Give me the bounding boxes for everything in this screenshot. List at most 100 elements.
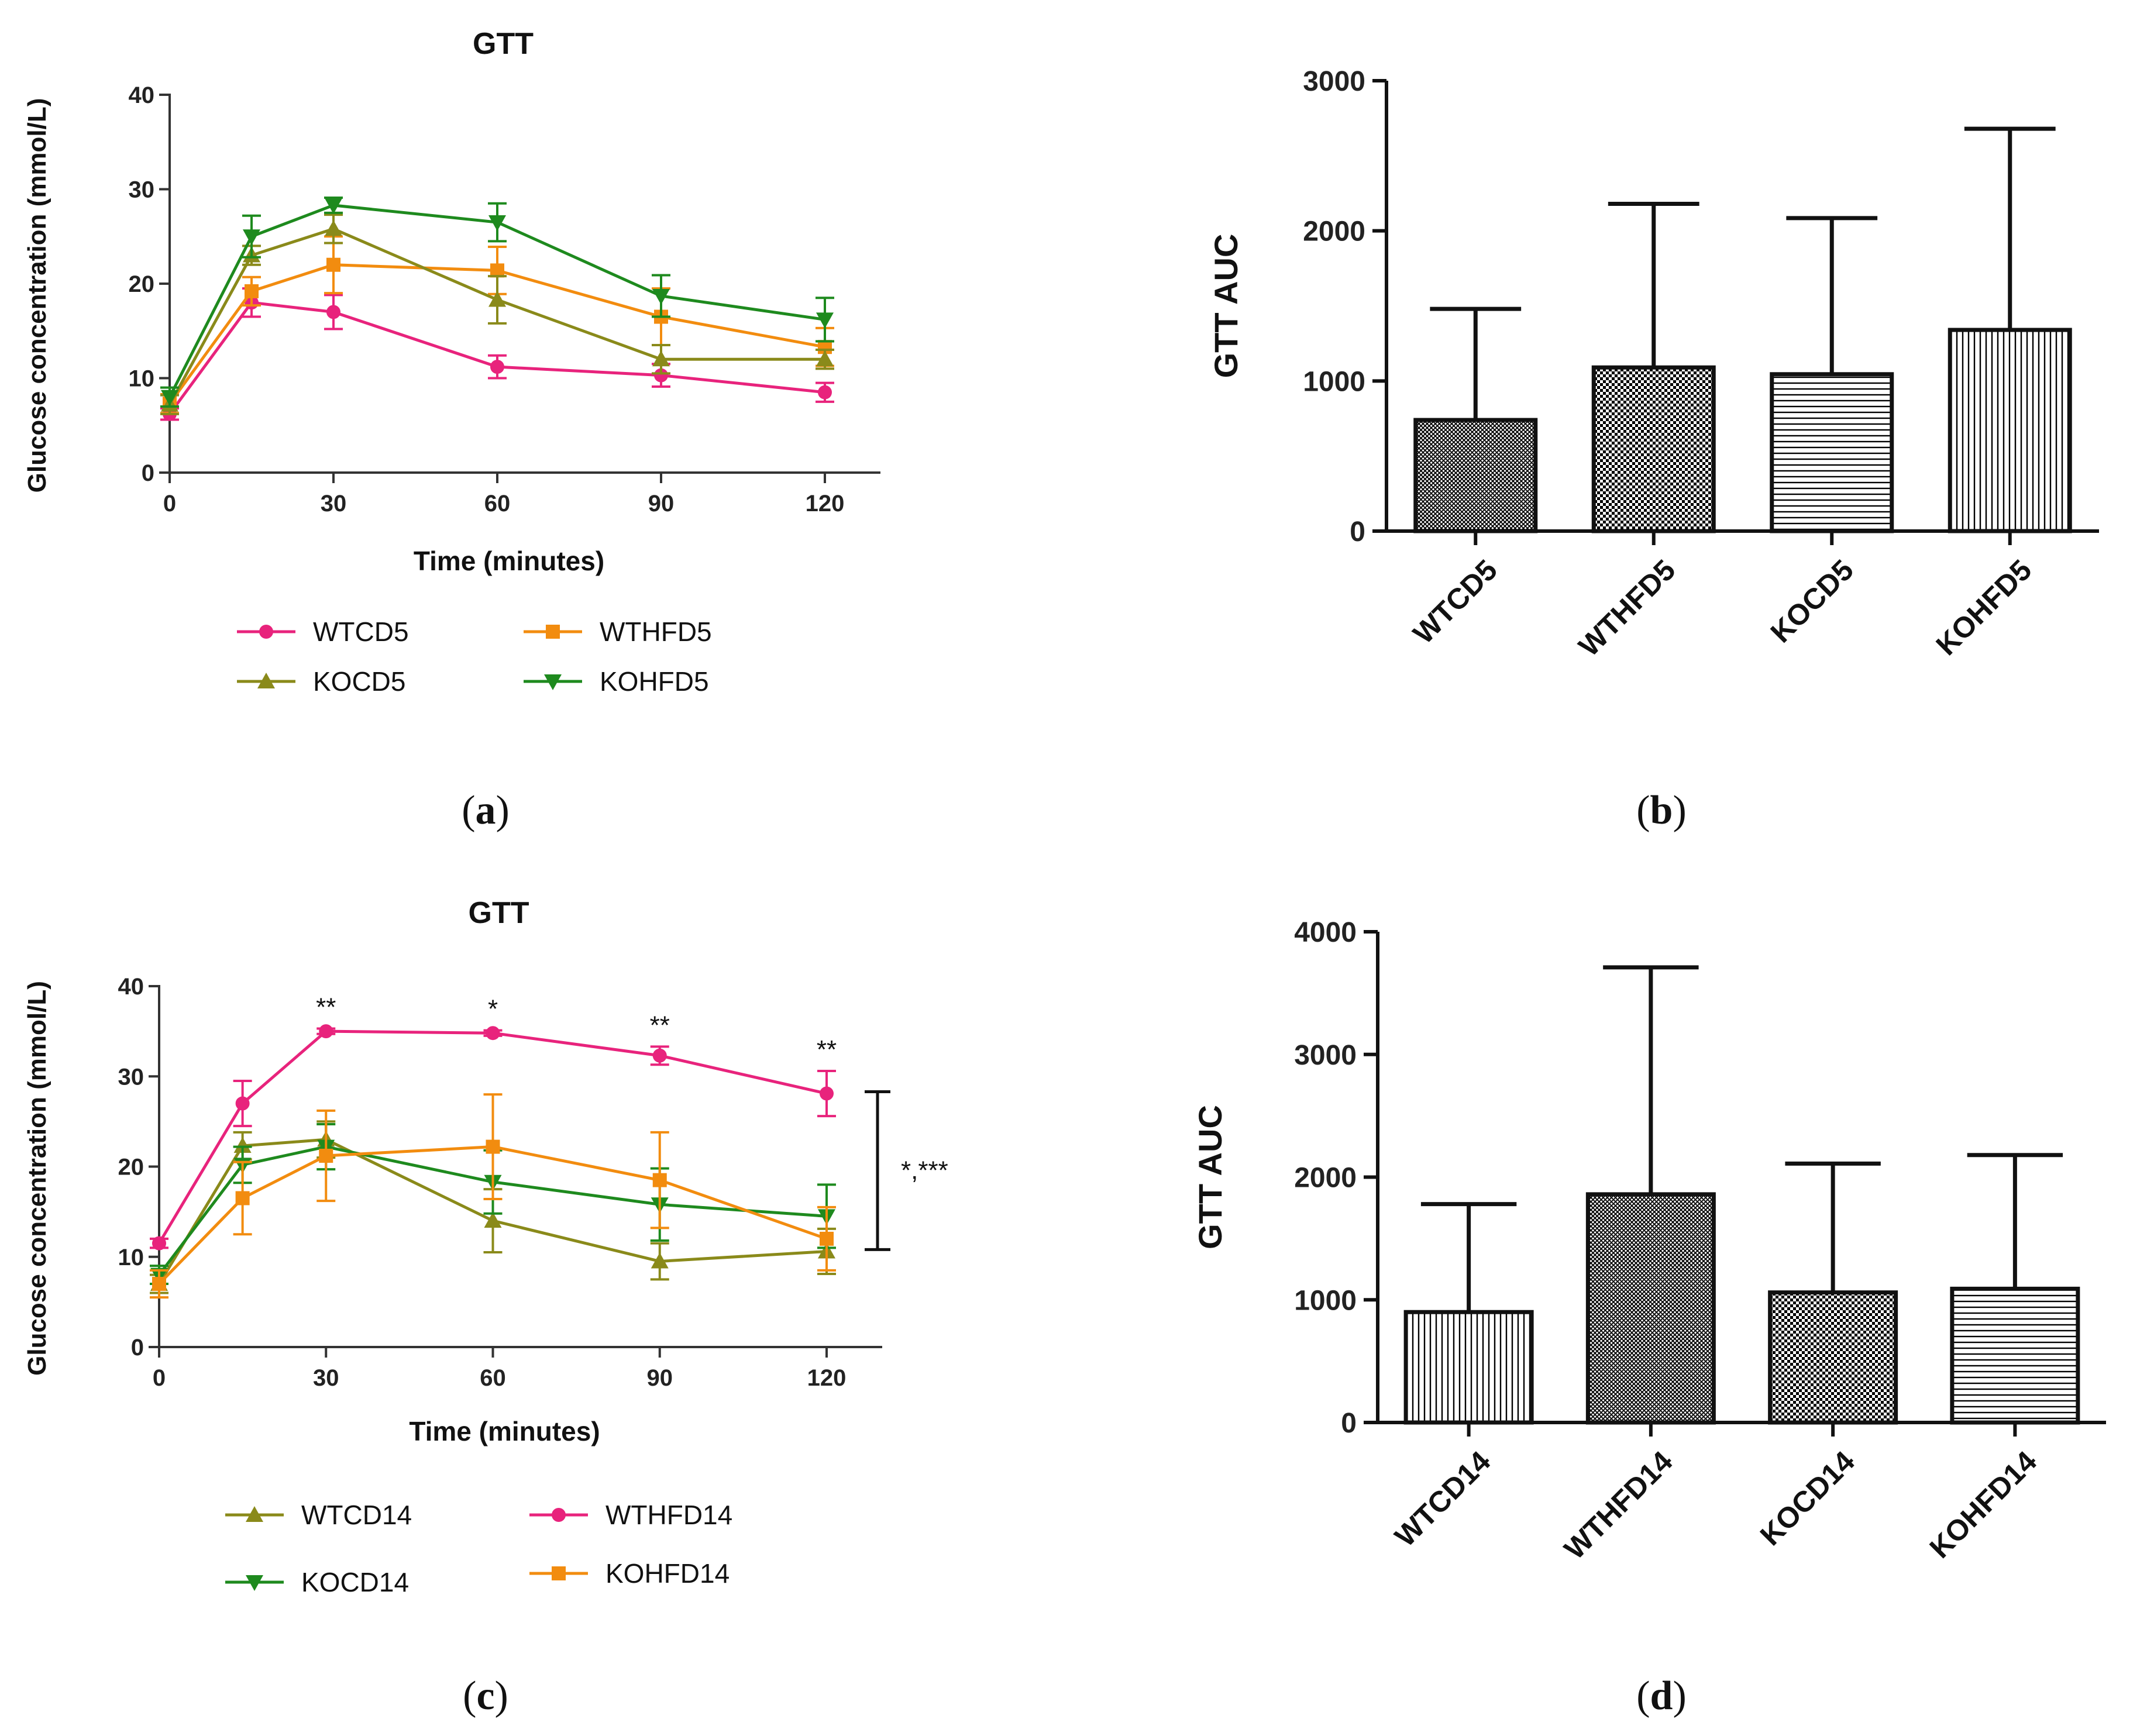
data-point [486, 1139, 500, 1154]
panel-label: (b) [1636, 788, 1687, 833]
legend-swatch-marker [246, 1575, 263, 1591]
y-tick-label: 20 [118, 1155, 144, 1180]
series-line-WTCD5 [168, 301, 825, 415]
data-point [486, 1026, 500, 1041]
x-tick-label: WTHFD5 [1573, 553, 1682, 663]
data-point [652, 1048, 667, 1063]
series-line-KOHFD14 [158, 1145, 827, 1285]
x-tick-label: 120 [807, 1365, 847, 1391]
data-point [654, 368, 668, 383]
data-point [816, 350, 834, 367]
panel-label: (c) [463, 1673, 508, 1718]
x-tick-label: WTCD5 [1407, 553, 1503, 650]
legend-item-WTCD14: WTCD14 [225, 1500, 412, 1530]
legend-swatch-marker [246, 1506, 263, 1522]
y-tick-label: 40 [118, 974, 144, 1000]
series-KOHFD14 [150, 1093, 836, 1299]
panel-label-open: ( [1636, 1673, 1650, 1718]
bar-group-WTHFD5: WTHFD5 [1573, 201, 1716, 663]
x-tick-label: 90 [647, 1365, 673, 1391]
data-point [233, 1137, 252, 1153]
x-tick-label: 30 [313, 1365, 339, 1391]
y-axis-label: GTT AUC [1192, 1105, 1229, 1249]
y-tick-label: 1000 [1303, 366, 1365, 397]
y-tick-label: 1000 [1294, 1285, 1357, 1316]
y-tick-label: 0 [142, 460, 154, 486]
series-line-KOCD5 [168, 227, 825, 405]
panel-label-close: ) [496, 788, 510, 833]
panel-label-close: ) [495, 1673, 508, 1718]
legend-item-KOCD14: KOCD14 [225, 1567, 409, 1597]
panel-a-line-chart: GTT 0 10 20 30 40 0 30 60 90 120 Time (minutes) Gluc… [23, 27, 880, 833]
data-point [818, 385, 832, 399]
data-point [816, 312, 834, 329]
panel-label-letter: b [1650, 788, 1673, 833]
panel-label-close: ) [1673, 1673, 1686, 1718]
data-point [245, 284, 259, 298]
bar [1413, 418, 1538, 533]
panel-label-open: ( [462, 788, 475, 833]
significance-bracket: *,*** [865, 1090, 948, 1251]
x-tick-label: 90 [648, 491, 675, 516]
x-tick-label: KOCD5 [1764, 553, 1860, 649]
panel-label-letter: d [1650, 1673, 1673, 1718]
series-WTHFD14 [150, 1024, 836, 1251]
series-line-WTCD14 [157, 1138, 827, 1285]
legend-label: KOHFD5 [600, 666, 709, 697]
bracket-label: *,*** [901, 1156, 948, 1184]
panel-label-open: ( [463, 1673, 476, 1718]
y-tick-label: 40 [129, 82, 155, 108]
bar-group-WTCD14: WTCD14 [1388, 1202, 1534, 1553]
panel-label-open: ( [1636, 788, 1650, 833]
legend-label: WTHFD5 [600, 616, 712, 647]
chart-title: GTT [469, 896, 529, 930]
bar-group-WTHFD14: WTHFD14 [1558, 965, 1716, 1566]
bar [1403, 1310, 1534, 1425]
data-point [488, 291, 506, 307]
y-axis-label: GTT AUC [1207, 234, 1244, 378]
panel-label: (d) [1636, 1673, 1687, 1718]
series-WTHFD5 [160, 235, 834, 415]
legend-label: WTCD5 [313, 616, 409, 647]
panel-label-letter: c [476, 1673, 494, 1718]
data-point [484, 1212, 502, 1228]
legend-swatch-marker [552, 1566, 566, 1580]
x-tick-label: KOHFD5 [1930, 553, 2038, 662]
data-point [820, 1086, 834, 1101]
series-line-KOHFD5 [168, 204, 825, 398]
y-tick-label: 3000 [1294, 1040, 1357, 1071]
bar-group-KOCD14: KOCD14 [1754, 1161, 1898, 1552]
legend-swatch-marker [257, 673, 275, 688]
panel-label-close: ) [1673, 788, 1686, 833]
x-tick-label: WTCD14 [1388, 1445, 1496, 1553]
legend-swatch-marker [552, 1508, 566, 1522]
y-tick-label: 3000 [1303, 66, 1365, 97]
x-tick-label: 30 [321, 491, 347, 516]
data-point [235, 1191, 250, 1205]
data-point [152, 1277, 166, 1291]
legend-item-KOHFD14: KOHFD14 [529, 1558, 730, 1589]
data-point [488, 215, 506, 232]
series-WTCD5 [160, 287, 834, 421]
data-point [319, 1148, 333, 1163]
data-point [243, 229, 260, 246]
bar [1591, 365, 1716, 533]
y-tick-label: 30 [118, 1064, 144, 1090]
legend-label: KOHFD14 [605, 1558, 730, 1589]
panel-label: (a) [462, 788, 510, 833]
significance-mark: ** [650, 1011, 670, 1039]
data-point [652, 1173, 667, 1187]
bar-group-KOCD5: KOCD5 [1764, 216, 1894, 649]
data-point [319, 1024, 333, 1039]
y-tick-label: 0 [1350, 516, 1365, 547]
series-line-WTHFD5 [168, 263, 825, 405]
panel-b-bar-chart: 0 1000 2000 3000 GTT AUC WTCD5 WTHFD5 KOCD5 KOHF… [1207, 66, 2099, 833]
x-axis-label: Time (minutes) [409, 1416, 600, 1446]
y-axis-label: Glucose concentration (mmol/L) [23, 98, 51, 493]
legend-item-WTCD5: WTCD5 [237, 616, 409, 647]
legend-swatch-marker [259, 625, 273, 639]
panel-c-line-chart: GTT 0 10 20 30 40 0 30 60 90 120 Time (minutes) Gluc… [23, 896, 948, 1718]
x-tick-label: 0 [153, 1365, 166, 1391]
data-point [235, 1096, 250, 1111]
